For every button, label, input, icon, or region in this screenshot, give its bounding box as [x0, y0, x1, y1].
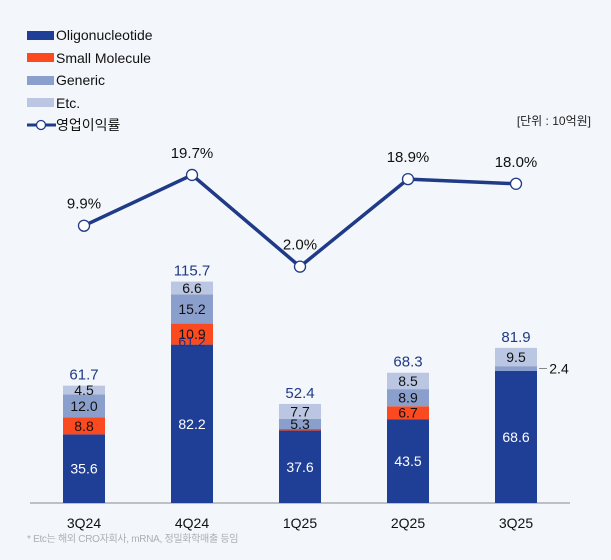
x-tick-label: 3Q24 [67, 515, 101, 531]
segment-label: 7.7 [290, 403, 310, 419]
bar-segment-generic-1Q25 [279, 418, 321, 430]
operating-margin-label: 18.0% [495, 154, 538, 171]
legend-item-small-molecule: Small Molecule [27, 47, 153, 70]
segment-label: 15.2 [178, 301, 205, 317]
line-marker-icon [27, 120, 56, 131]
segment-label: 6.7 [398, 405, 418, 421]
operating-margin-point [509, 177, 523, 190]
legend-item-oligonucleotide: Oligonucleotide [27, 24, 153, 47]
segment-label: 68.6 [502, 429, 529, 445]
bar-segment-small-molecule-1Q25 [279, 429, 321, 431]
legend-swatch [27, 30, 54, 40]
legend-label: Small Molecule [56, 49, 151, 66]
bar-total-label: 61.7 [69, 367, 98, 384]
legend-label: 영업이익률 [56, 117, 121, 134]
legend: Oligonucleotide Small Molecule Generic E… [27, 24, 153, 137]
footnote: * Etc는 해외 CRO자회사, mRNA, 정밀화학매출 등임 [27, 534, 239, 545]
segment-label: 43.5 [394, 453, 421, 469]
bar-segment-etc--1Q25 [279, 403, 321, 419]
bar-segment-small-molecule-2Q25 [387, 406, 429, 420]
ghost-label: 61.2 [178, 334, 205, 350]
operating-margin-point [185, 168, 199, 182]
bar-segment-etc--3Q24 [63, 385, 105, 395]
segment-label: 4.5 [74, 382, 94, 398]
legend-label: Etc. [56, 94, 81, 111]
operating-margin-point [401, 172, 415, 186]
segment-label: 12.0 [70, 398, 97, 414]
legend-item-operating-margin: 영업이익률 [27, 114, 153, 137]
bar-segment-small-molecule-3Q24 [63, 417, 105, 435]
bar-segment-oligonucleotide-3Q24 [63, 434, 105, 503]
legend-item-etc: Etc. [27, 92, 153, 115]
segment-label: 10.9 [178, 326, 205, 342]
operating-margin-label: 18.9% [387, 149, 430, 166]
segment-label: 5.3 [290, 416, 310, 432]
operating-margin-label: 9.9% [67, 196, 101, 213]
bar-segment-etc--2Q25 [387, 372, 429, 390]
bar-segment-generic-3Q25 [495, 366, 537, 371]
bar-segment-oligonucleotide-4Q24 [171, 344, 213, 503]
operating-margin-point [293, 260, 307, 273]
x-tick-label: 4Q24 [175, 515, 209, 531]
segment-label: 8.8 [74, 418, 94, 434]
bar-segment-etc--3Q25 [495, 347, 537, 367]
segment-label: 82.2 [178, 416, 205, 432]
segment-label: 9.5 [506, 349, 526, 365]
bar-total-label: 81.9 [501, 329, 530, 346]
x-tick-label: 1Q25 [283, 515, 317, 531]
segment-label: 35.6 [70, 461, 97, 477]
segment-label: 37.6 [286, 459, 313, 475]
bar-segment-generic-3Q24 [63, 394, 105, 418]
legend-swatch [27, 75, 54, 85]
operating-margin-label: 2.0% [283, 237, 317, 254]
segment-label: 8.5 [398, 373, 418, 389]
x-tick-label: 3Q25 [499, 515, 533, 531]
bar-total-label: 52.4 [285, 385, 314, 402]
bar-segment-generic-4Q24 [171, 294, 213, 324]
bar-segment-oligonucleotide-2Q25 [387, 419, 429, 503]
bar-segment-generic-2Q25 [387, 389, 429, 407]
bar-segment-etc--4Q24 [171, 281, 213, 295]
unit-label: [단위 : 10억원] [516, 114, 591, 128]
x-tick-label: 2Q25 [391, 515, 425, 531]
operating-margin-point [77, 219, 91, 232]
operating-margin-label: 19.7% [171, 145, 214, 162]
bar-segment-small-molecule-4Q24 [171, 323, 213, 345]
bar-total-label: 115.7 [174, 263, 210, 280]
legend-item-generic: Generic [27, 69, 153, 92]
legend-label: Generic [56, 72, 106, 89]
bar-total-label: 68.3 [393, 354, 422, 371]
bar-segment-oligonucleotide-3Q25 [495, 370, 537, 503]
segment-label: 2.4 [549, 360, 569, 376]
legend-swatch [27, 98, 54, 108]
segment-label: 6.6 [182, 280, 202, 296]
legend-label: Oligonucleotide [56, 27, 153, 44]
bar-segment-oligonucleotide-1Q25 [279, 430, 321, 503]
segment-label: 8.9 [398, 390, 418, 406]
legend-swatch [27, 53, 54, 63]
